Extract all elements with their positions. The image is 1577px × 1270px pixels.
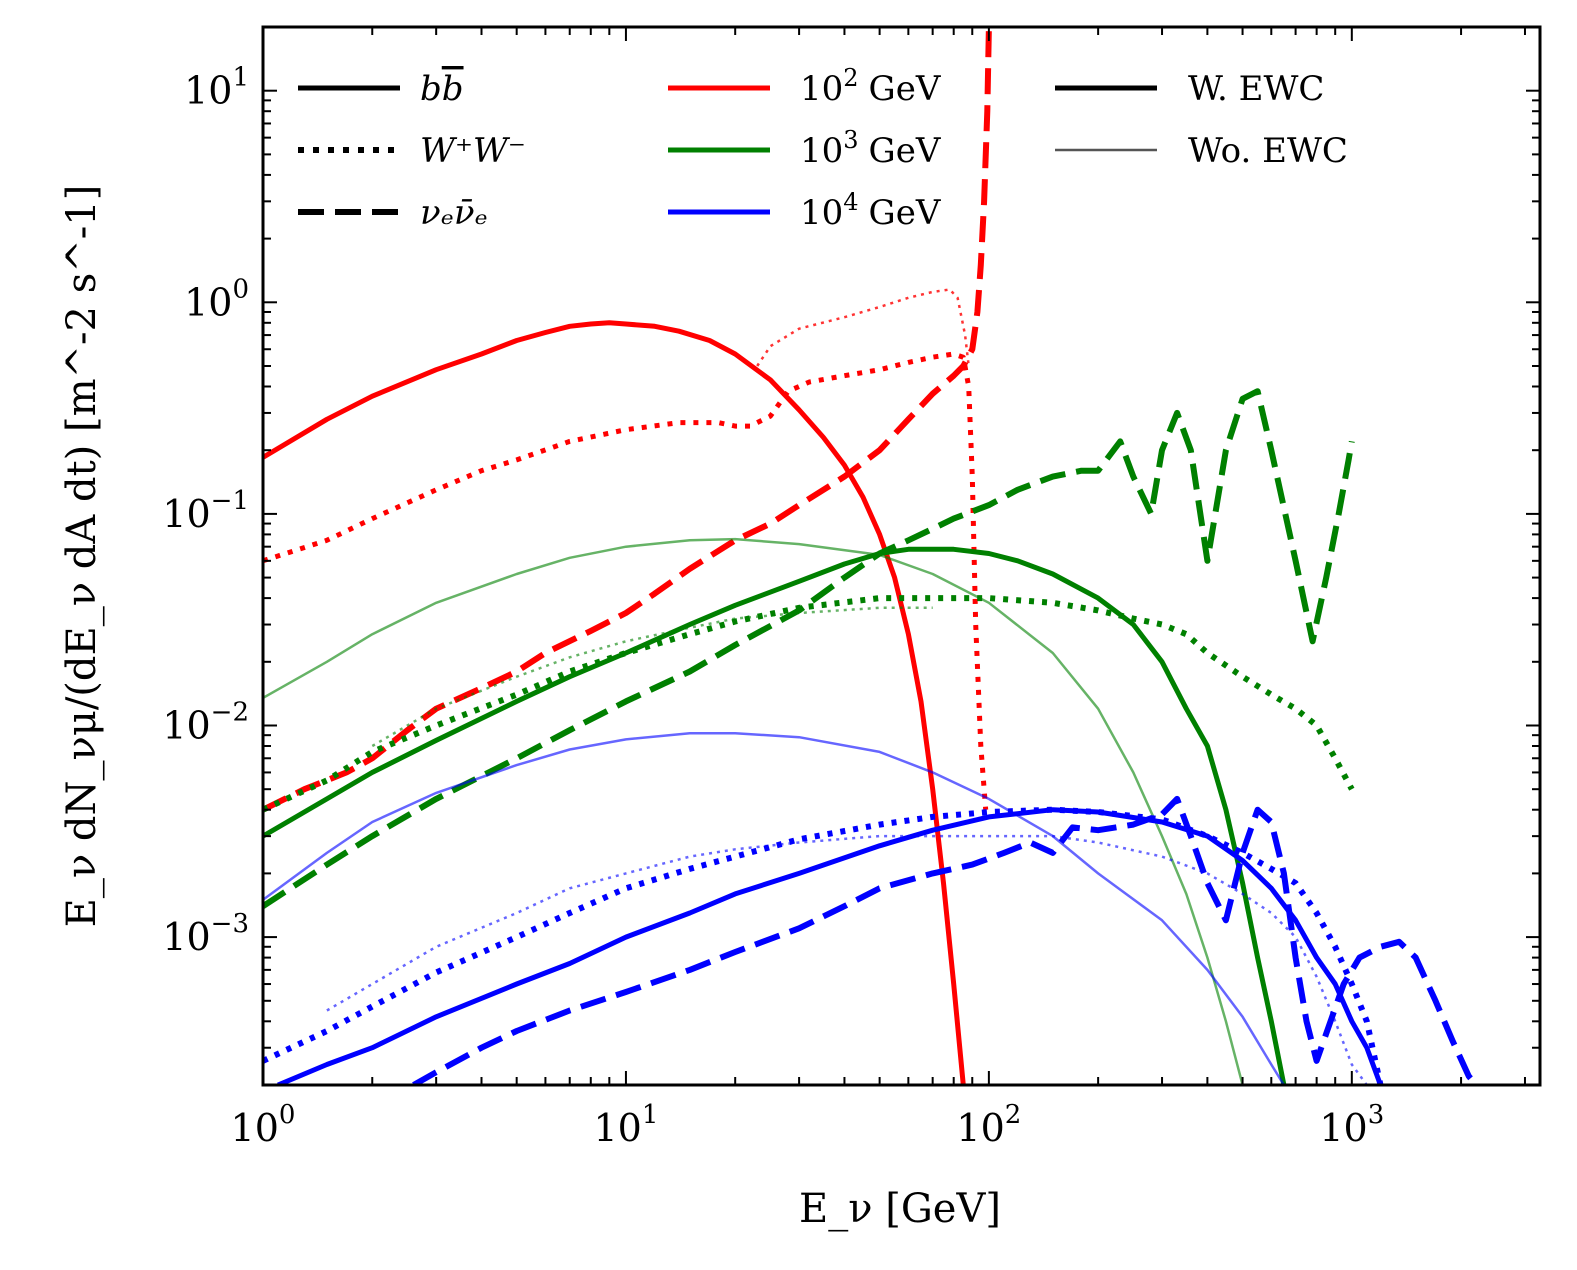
y-tick-label-4: 101 bbox=[184, 63, 249, 113]
legend: bb W⁺W⁻ νₑν̄ₑ 102 GeV 103 GeV 104 GeV W. EW… bbox=[298, 64, 1348, 233]
plot-frame bbox=[261, 25, 1542, 1087]
series-line-10 bbox=[263, 731, 1285, 1085]
series-line-4 bbox=[263, 546, 1287, 1085]
x-tick-label-0: 100 bbox=[231, 1100, 296, 1150]
series-line-11 bbox=[263, 806, 1384, 1085]
legend-label-mass-100: 102 GeV bbox=[800, 64, 942, 109]
legend-label-mass-10000: 104 GeV bbox=[800, 188, 942, 233]
series-line-12 bbox=[326, 834, 1368, 1085]
legend-label-nn: νₑν̄ₑ bbox=[420, 193, 488, 233]
tick-labels: 100 101 102 103 10−3 10−2 10−1 100 101 bbox=[162, 63, 1384, 1150]
x-tick-label-1: 101 bbox=[593, 1100, 658, 1150]
series-line-7 bbox=[371, 606, 933, 748]
x-tick-label-2: 102 bbox=[956, 1100, 1021, 1150]
legend-label-mass-1000: 103 GeV bbox=[800, 126, 942, 171]
legend-label-bb: bb bbox=[420, 69, 464, 109]
legend-label-wo-ewc: Wo. EWC bbox=[1188, 131, 1348, 171]
y-tick-label-2: 10−1 bbox=[162, 486, 249, 536]
y-axis-label: E_ν dN_νμ/(dE_ν dA dt) [m^-2 s^-1] bbox=[59, 185, 105, 928]
series-line-0 bbox=[263, 320, 966, 1085]
x-axis-label: E_ν [GeV] bbox=[799, 1186, 1001, 1232]
series-line-9 bbox=[277, 807, 1383, 1085]
y-tick-label-3: 100 bbox=[184, 274, 249, 324]
ticks-layer bbox=[262, 26, 1540, 1086]
series-line-3 bbox=[263, 27, 992, 813]
series-line-6 bbox=[263, 595, 1355, 813]
legend-label-ww: W⁺W⁻ bbox=[420, 131, 526, 171]
y-tick-label-0: 10−3 bbox=[162, 909, 249, 959]
series-line-13 bbox=[412, 795, 1479, 1085]
y-tick-label-1: 10−2 bbox=[162, 697, 249, 747]
series-line-8 bbox=[263, 388, 1355, 909]
series-layer bbox=[263, 27, 1479, 1085]
series-line-1 bbox=[263, 351, 989, 810]
x-tick-label-3: 103 bbox=[1319, 1100, 1384, 1150]
legend-label-w-ewc: W. EWC bbox=[1188, 69, 1324, 109]
